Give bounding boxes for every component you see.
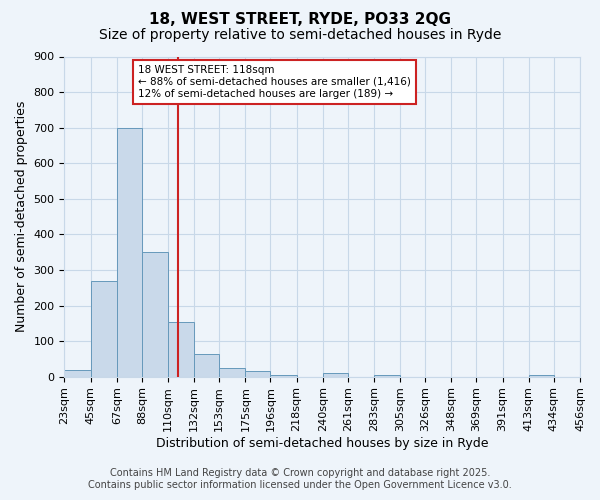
Y-axis label: Number of semi-detached properties: Number of semi-detached properties [15,101,28,332]
Text: Size of property relative to semi-detached houses in Ryde: Size of property relative to semi-detach… [99,28,501,42]
Text: 18 WEST STREET: 118sqm
← 88% of semi-detached houses are smaller (1,416)
12% of : 18 WEST STREET: 118sqm ← 88% of semi-det… [138,66,411,98]
Bar [271,375,296,376]
Bar [323,373,348,376]
Bar [219,368,245,376]
Bar [245,372,271,376]
Text: 18, WEST STREET, RYDE, PO33 2QG: 18, WEST STREET, RYDE, PO33 2QG [149,12,451,28]
Bar [64,370,91,376]
Bar [529,375,554,376]
Bar [374,375,400,376]
Bar [142,252,168,376]
Bar [168,322,194,376]
Bar [91,280,117,376]
Text: Contains HM Land Registry data © Crown copyright and database right 2025.
Contai: Contains HM Land Registry data © Crown c… [88,468,512,490]
X-axis label: Distribution of semi-detached houses by size in Ryde: Distribution of semi-detached houses by … [156,437,488,450]
Bar [117,128,142,376]
Bar [194,354,219,376]
